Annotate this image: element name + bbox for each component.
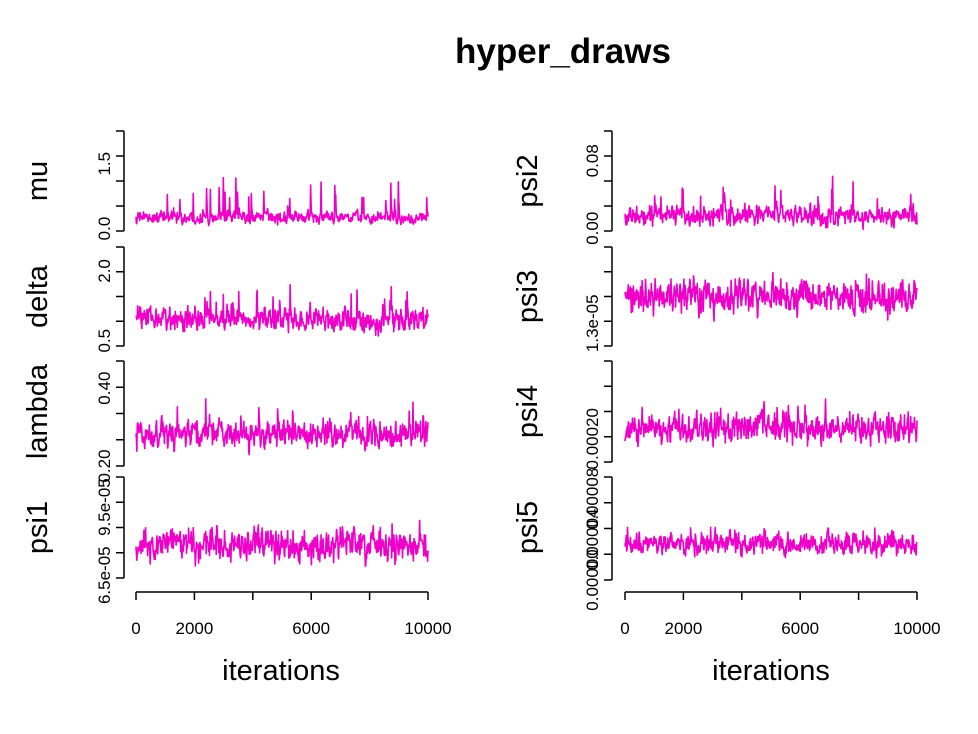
x-axis-label-left: iterations — [222, 655, 340, 687]
x-tick-label: 6000 — [292, 619, 330, 638]
y-tick-label-psi1: 6.5e-05 — [95, 546, 114, 604]
y-axis-label-psi5: psi5 — [512, 501, 544, 554]
x-tick-label: 10000 — [893, 619, 940, 638]
y-tick-label-mu: 0.0 — [95, 217, 114, 241]
y-tick-label-psi5: 0.00008 — [583, 468, 602, 529]
trace-line-psi2 — [624, 175, 918, 231]
y-tick-label-psi3: 1.3e-05 — [583, 294, 602, 352]
figure-title: hyper_draws — [455, 32, 671, 71]
panel-delta: 0.5 2.0 delta — [22, 246, 429, 353]
panel-psi1: 6.5e-05 9.5e-05 psi1 — [22, 476, 429, 604]
y-tick-label-psi4: 0.00020 — [583, 408, 602, 469]
y-axis-label-lambda: lambda — [22, 363, 54, 459]
x-tick-label: 2000 — [175, 619, 213, 638]
trace-line-lambda — [135, 398, 429, 456]
x-axis-label-right: iterations — [712, 655, 830, 687]
x-axis-right: 0 2000 6000 10000 — [620, 591, 941, 638]
y-axis-label-psi1: psi1 — [22, 501, 54, 554]
y-tick-label-delta: 2.0 — [95, 259, 114, 283]
panel-psi2: 0.00 0.08 psi2 — [512, 130, 918, 245]
y-axis-label-psi4: psi4 — [512, 385, 544, 438]
x-tick-label: 6000 — [781, 619, 819, 638]
x-tick-label: 10000 — [404, 619, 451, 638]
y-tick-label-psi2: 0.08 — [583, 144, 602, 177]
y-tick-label-lambda: 0.40 — [95, 372, 114, 405]
trace-panels: 0.0 1.5 mu 0.5 2.0 delta 0.20 0.40 lambda 6.5e-05… — [22, 130, 918, 611]
trace-line-mu — [135, 176, 429, 227]
x-axis-left: 0 2000 6000 10000 — [131, 591, 452, 638]
y-axis-label-delta: delta — [22, 264, 54, 328]
y-axis-label-mu: mu — [22, 161, 54, 201]
trace-line-psi3 — [624, 271, 918, 322]
y-tick-label-delta: 0.5 — [95, 329, 114, 353]
trace-line-psi1 — [135, 519, 429, 567]
y-tick-label-psi5: 0.00004 — [583, 508, 602, 569]
x-tick-label: 2000 — [664, 619, 702, 638]
y-tick-label-psi1: 9.5e-05 — [95, 478, 114, 536]
y-axis-label-psi2: psi2 — [512, 154, 544, 207]
panel-mu: 0.0 1.5 mu — [22, 130, 429, 241]
x-axes: 0 2000 6000 10000 0 2000 6000 10000 — [131, 591, 941, 638]
trace-line-psi5 — [624, 526, 918, 559]
x-tick-label: 0 — [131, 619, 140, 638]
y-tick-label-psi2: 0.00 — [583, 212, 602, 245]
panel-psi3: 1.3e-05 psi3 — [512, 246, 918, 352]
y-tick-label-mu: 1.5 — [95, 152, 114, 176]
y-tick-label-psi5: 0.00000 — [583, 549, 602, 610]
y-axis-label-psi3: psi3 — [512, 270, 544, 323]
trace-line-psi4 — [624, 398, 918, 448]
y-tick-label-lambda: 0.20 — [95, 449, 114, 482]
x-tick-label: 0 — [620, 619, 629, 638]
trace-line-delta — [135, 284, 429, 337]
panel-psi4: 0.00020 psi4 — [512, 360, 918, 469]
panel-lambda: 0.20 0.40 lambda — [22, 360, 429, 483]
